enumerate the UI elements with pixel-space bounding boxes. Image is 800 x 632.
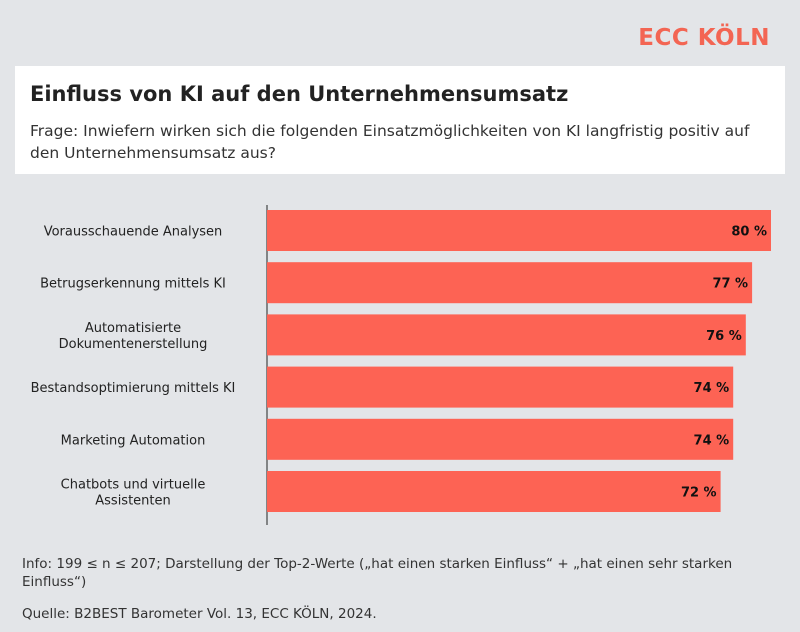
category-label-0: Vorausschauende Analysen (44, 225, 223, 240)
category-label-3: Bestandsoptimierung mittels KI (31, 381, 236, 396)
bar-5 (267, 471, 721, 512)
footer-info: Info: 199 ≤ n ≤ 207; Darstellung der Top… (22, 556, 733, 590)
category-label-1: Betrugserkennung mittels KI (40, 277, 226, 292)
bar-value-label-1: 77 % (712, 277, 748, 292)
header-box: Einfluss von KI auf den Unternehmensumsa… (15, 66, 785, 174)
bar-value-label-3: 74 % (694, 381, 730, 396)
category-label-2: Automatisierte Dokumentenerstellung (59, 321, 208, 352)
bar-value-label-5: 72 % (681, 486, 717, 501)
bar-value-label-2: 76 % (706, 329, 742, 344)
chart-title: Einfluss von KI auf den Unternehmensumsa… (30, 82, 569, 106)
bar-0 (267, 210, 771, 251)
bar-value-label-0: 80 % (731, 225, 767, 240)
bar-2 (267, 314, 746, 356)
category-label-4: Marketing Automation (61, 433, 206, 448)
bar-4 (267, 418, 734, 460)
category-label-5: Chatbots und virtuelle Assistenten (61, 478, 206, 509)
bar-3 (267, 366, 734, 408)
chart-subtitle: Frage: Inwiefern wirken sich die folgend… (30, 122, 750, 162)
bar-chart: 80 % Vorausschauende Analysen 77 % Betrugse… (31, 205, 771, 525)
bar-value-label-4: 74 % (694, 433, 730, 448)
bar-1 (267, 262, 753, 304)
footer-source: Quelle: B2BEST Barometer Vol. 13, ECC KÖ… (22, 606, 377, 622)
brand-logo: ECC KÖLN (638, 25, 770, 51)
